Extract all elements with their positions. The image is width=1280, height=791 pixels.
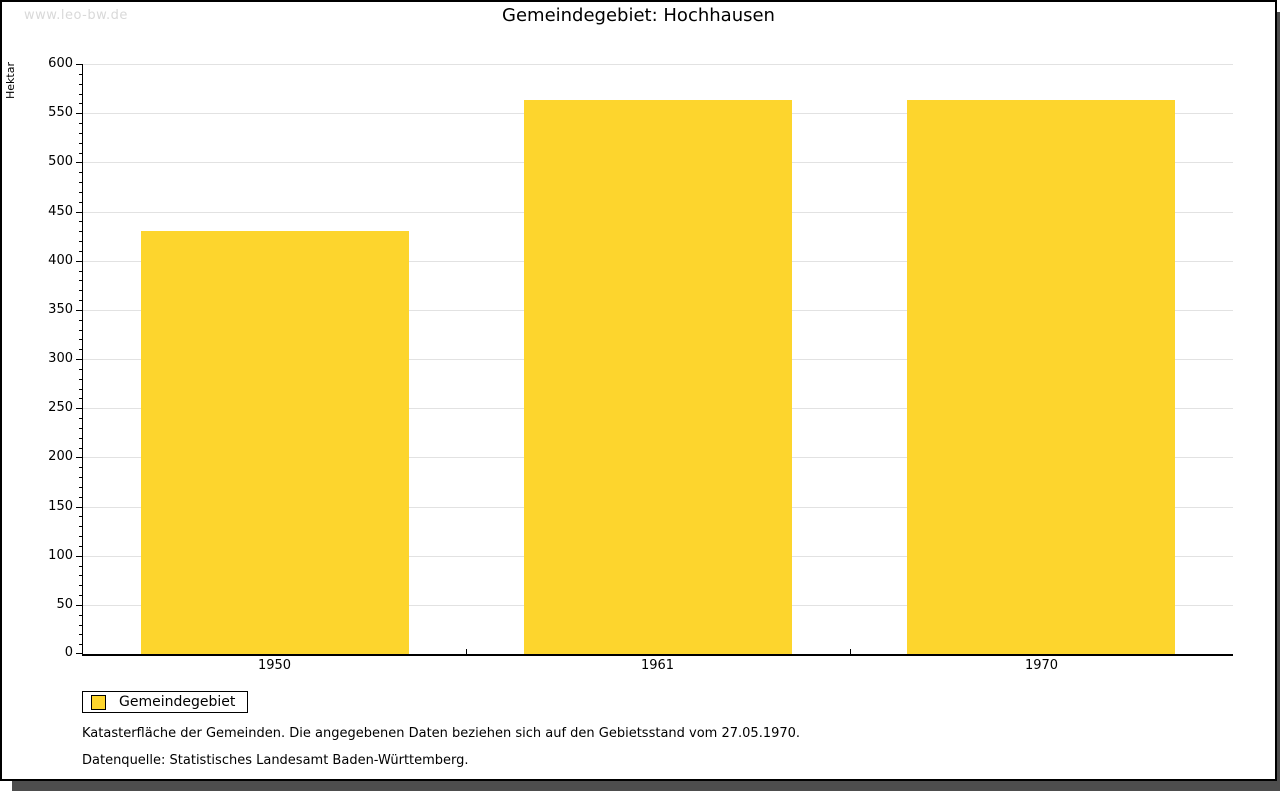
y-tick-label: 200 (48, 449, 73, 464)
y-tick-major (76, 653, 82, 654)
y-tick-major (76, 310, 82, 311)
y-tick-minor (79, 585, 82, 586)
y-tick-minor (79, 202, 82, 203)
x-tick-label: 1961 (640, 658, 675, 673)
y-tick-minor (79, 398, 82, 399)
y-tick-minor (79, 546, 82, 547)
y-tick-minor (79, 74, 82, 75)
y-tick-minor (79, 595, 82, 596)
y-tick-label: 0 (64, 645, 73, 660)
x-tick-label: 1970 (1024, 658, 1059, 673)
y-tick-major (76, 408, 82, 409)
y-tick-minor (79, 182, 82, 183)
y-tick-minor (79, 84, 82, 85)
x-tick-label: 1950 (257, 658, 292, 673)
y-tick-minor (79, 516, 82, 517)
footnote-datasource: Datenquelle: Statistisches Landesamt Bad… (82, 753, 469, 768)
y-tick-label: 400 (48, 253, 73, 268)
bar-1970 (907, 100, 1175, 654)
chart-title: Gemeindegebiet: Hochhausen (502, 5, 775, 26)
y-tick-label: 250 (48, 400, 73, 415)
y-tick-minor (79, 389, 82, 390)
y-tick-minor (79, 172, 82, 173)
watermark-leo-bw: www.leo-bw.de (24, 8, 128, 23)
y-tick-major (76, 261, 82, 262)
y-tick-label: 450 (48, 204, 73, 219)
y-tick-minor (79, 634, 82, 635)
y-tick-minor (79, 192, 82, 193)
y-tick-minor (79, 438, 82, 439)
y-tick-major (76, 556, 82, 557)
y-tick-minor (79, 497, 82, 498)
y-tick-minor (79, 349, 82, 350)
y-tick-minor (79, 103, 82, 104)
y-tick-minor (79, 143, 82, 144)
y-tick-minor (79, 94, 82, 95)
y-tick-minor (79, 467, 82, 468)
y-tick-label: 550 (48, 105, 73, 120)
y-tick-minor (79, 251, 82, 252)
y-tick-minor (79, 271, 82, 272)
y-tick-minor (79, 536, 82, 537)
y-tick-minor (79, 615, 82, 616)
y-tick-minor (79, 241, 82, 242)
legend-box: Gemeindegebiet (82, 691, 249, 713)
y-tick-minor (79, 644, 82, 645)
category-boundary-tick (466, 649, 467, 654)
y-tick-label: 150 (48, 499, 73, 514)
legend-swatch-icon (91, 694, 106, 710)
y-tick-minor (79, 379, 82, 380)
y-tick-minor (79, 133, 82, 134)
y-tick-minor (79, 566, 82, 567)
y-tick-major (76, 64, 82, 65)
bar-1961 (524, 100, 792, 654)
y-tick-major (76, 359, 82, 360)
y-tick-major (76, 113, 82, 114)
y-tick-label: 300 (48, 351, 73, 366)
footnote-description: Katasterfläche der Gemeinden. Die angege… (82, 726, 801, 741)
y-tick-minor (79, 369, 82, 370)
y-tick-minor (79, 418, 82, 419)
y-tick-minor (79, 575, 82, 576)
bar-1950 (141, 231, 409, 654)
plot-area: 0 50 100 150 200 250 300 350 400 450 500 550 600 1950… (48, 56, 1233, 673)
y-tick-minor (79, 330, 82, 331)
y-tick-minor (79, 320, 82, 321)
y-tick-minor (79, 339, 82, 340)
y-tick-major (76, 162, 82, 163)
y-tick-minor (79, 153, 82, 154)
y-tick-minor (79, 487, 82, 488)
y-tick-major (76, 507, 82, 508)
legend-label: Gemeindegebiet (119, 694, 236, 710)
y-tick-minor (79, 280, 82, 281)
y-tick-minor (79, 231, 82, 232)
y-tick-minor (79, 625, 82, 626)
y-tick-minor (79, 290, 82, 291)
category-boundary-tick (850, 649, 851, 654)
y-tick-minor (79, 123, 82, 124)
y-tick-minor (79, 477, 82, 478)
y-tick-major (76, 457, 82, 458)
y-tick-label: 100 (48, 548, 73, 563)
y-tick-minor (79, 221, 82, 222)
y-tick-major (76, 605, 82, 606)
y-tick-minor (79, 300, 82, 301)
y-tick-label: 500 (48, 154, 73, 169)
y-tick-label: 50 (56, 597, 73, 612)
gridline (83, 64, 1233, 65)
y-tick-major (76, 212, 82, 213)
y-tick-minor (79, 428, 82, 429)
y-tick-minor (79, 526, 82, 527)
y-axis-title-box: Hektar (3, 56, 17, 104)
y-tick-label: 600 (48, 56, 73, 71)
y-axis-title: Hektar (3, 61, 17, 99)
y-tick-label: 350 (48, 302, 73, 317)
y-tick-minor (79, 448, 82, 449)
